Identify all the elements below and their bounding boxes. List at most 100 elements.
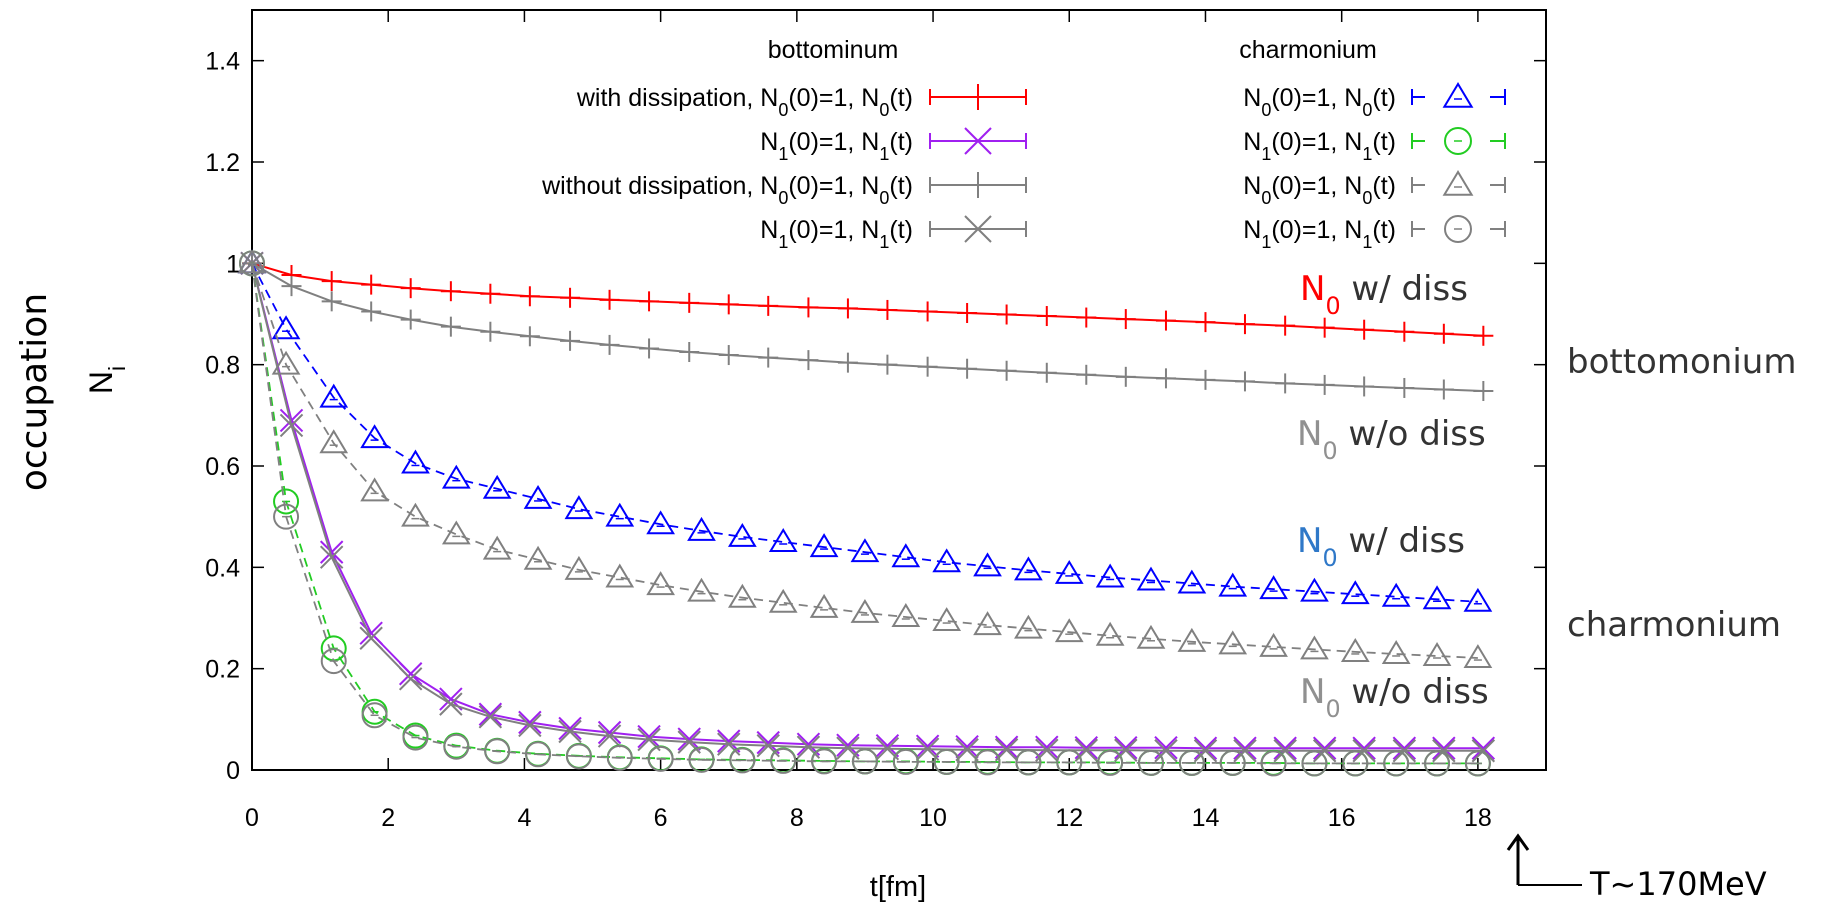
y-axis-title: occupation [14,293,55,491]
legend-header-bottom: bottominum [768,36,899,64]
data-point [768,588,798,613]
series-annotation: N0 w/ diss [1297,521,1465,572]
data-point [1056,749,1083,776]
data-point [1463,644,1493,669]
data-point-b [875,733,900,758]
data-point [360,424,389,449]
data-point [239,250,265,277]
data-point [1381,582,1411,607]
y-tick-label: 0.2 [205,656,240,684]
data-point-b [637,724,661,749]
data-point-b [1392,736,1417,760]
legend-label-bottom: N1(0)=1, N1(t) [760,128,913,164]
data-point [727,583,757,608]
x-tick-label: 0 [245,804,259,832]
data-point-b [319,545,344,569]
x-tick-label: 14 [1192,804,1220,832]
data-point-b [717,729,741,753]
y-tick-label: 0 [226,757,240,785]
data-point [932,548,962,573]
data-point-b [1312,739,1337,763]
data-point-b [1193,739,1218,763]
data-point [1219,749,1246,776]
data-point [482,535,512,560]
data-point [271,315,301,340]
data-point [1260,750,1287,777]
series-annotation: N0 w/o diss [1300,672,1489,723]
legend-marker [1442,82,1474,108]
data-point [525,741,552,768]
data-point [441,520,471,545]
y-tick-label: 0.4 [205,554,240,582]
data-point [646,510,675,535]
data-point-b [915,737,940,761]
data-point-b [677,730,701,754]
data-point [1218,572,1248,597]
data-point [1340,580,1370,605]
data-point [443,733,470,760]
data-point [1464,750,1491,777]
data-point-b [836,736,860,760]
y-tick-label: 1.2 [205,149,240,177]
legend-label-charm: N1(0)=1, N1(t) [1243,216,1396,252]
side-label-charmonium: charmonium [1567,605,1781,645]
data-point [809,593,839,618]
data-point-b [597,720,622,745]
data-point [1136,566,1166,591]
data-point-b [796,735,821,759]
data-point-b [756,733,780,758]
data-point-b [717,732,741,756]
data-point-b [955,734,979,759]
data-point-b [558,716,582,741]
data-point-b [439,692,463,716]
data-point [401,502,430,527]
data-point [1463,587,1493,612]
data-point [1424,750,1451,777]
data-point-b [1035,735,1059,759]
data-point [891,543,921,568]
legend-label-bottom: N1(0)=1, N1(t) [760,216,913,252]
data-point [850,598,880,623]
series-2 [242,253,1494,402]
legend-marker-b [964,127,992,155]
data-point [271,350,301,375]
data-point-b [359,621,383,645]
data-point-b [558,719,582,744]
x-tick-label: 4 [517,804,531,832]
data-point [850,538,880,563]
side-label-bottomonium: bottomonium [1567,342,1796,382]
data-point [1097,749,1124,776]
data-point-b [1471,736,1496,760]
data-point [974,749,1001,776]
axes: 0 2 4 6 8 10 12 14 16 18 0 0.2 0.4 0.6 0.8 1 1.2 1.4 t[fm]… [14,9,1547,903]
series-line-5 [251,263,1478,765]
data-point [1137,749,1164,776]
series-7 [239,250,1491,777]
legend-label-bottom: with dissipation, N0(0)=1, N0(t) [576,84,913,120]
data-point [768,528,798,552]
data-point-b [915,734,940,758]
data-point [973,552,1002,577]
data-point-b [1312,736,1337,760]
legend-label-charm: N1(0)=1, N1(t) [1243,128,1396,164]
plot-frame [251,9,1547,771]
legend: bottominum charmonium with dissipation, N0… [541,36,1506,252]
data-point-b [796,732,821,756]
data-point-b [279,413,304,438]
data-point [1342,750,1369,777]
data-point [687,516,716,541]
x-tick-label: 6 [654,804,668,832]
data-point [892,748,919,775]
annotations: N0 w/ diss N0 w/o diss N0 w/ diss N0 w/o di… [1297,269,1796,903]
data-point [1095,621,1125,646]
data-point [1300,577,1329,602]
data-point [891,603,921,627]
temperature-arrow-head [1506,833,1530,851]
y-tick-label: 0.6 [205,453,240,481]
x-tick-label: 8 [790,804,804,832]
legend-label-charm: N0(0)=1, N0(t) [1243,172,1396,208]
data-point-b [1233,736,1257,760]
data-point [482,474,512,499]
data-point [564,495,594,520]
data-point [605,563,635,588]
